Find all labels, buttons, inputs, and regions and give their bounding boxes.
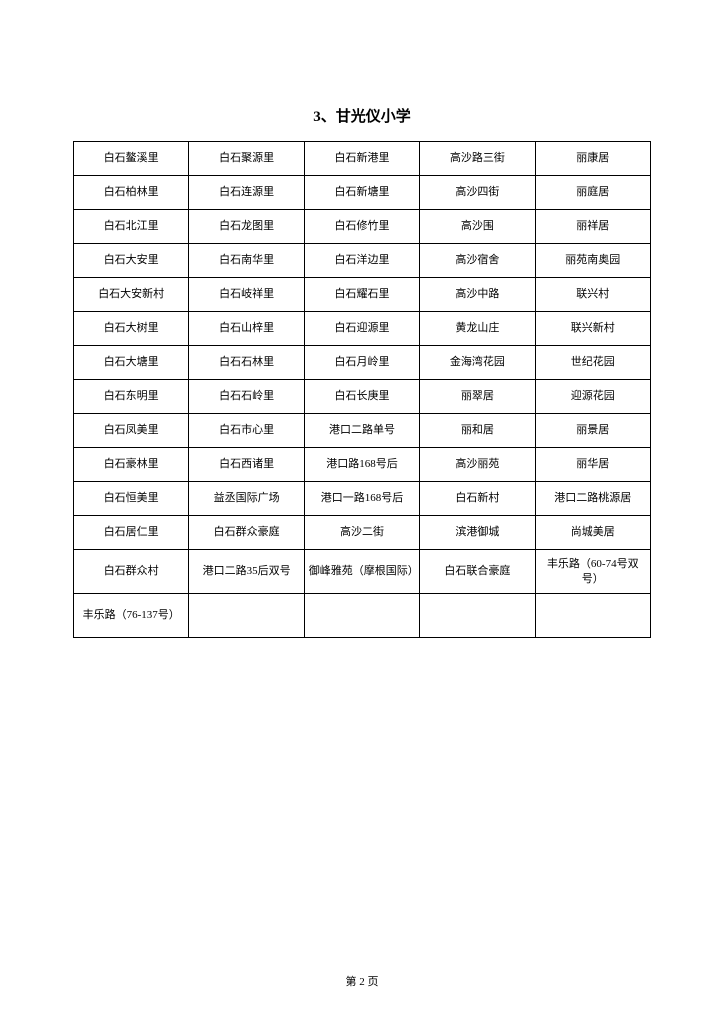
- table-cell: 白石石林里: [189, 346, 304, 380]
- table-cell: 白石洋边里: [304, 244, 419, 278]
- table-cell: 丽祥居: [535, 210, 650, 244]
- table-row: 白石大安里 白石南华里 白石洋边里 高沙宿舍 丽苑南奥园: [74, 244, 651, 278]
- table-cell: 白石新塘里: [304, 176, 419, 210]
- table-cell: 白石月岭里: [304, 346, 419, 380]
- table-cell: 白石群众豪庭: [189, 516, 304, 550]
- table-row: 白石柏林里 白石连源里 白石新塘里 高沙四街 丽庭居: [74, 176, 651, 210]
- table-cell: [535, 594, 650, 638]
- table-cell: 白石龙图里: [189, 210, 304, 244]
- table-row: 白石恒美里 益丞国际广场 港口一路168号后 白石新村 港口二路桃源居: [74, 482, 651, 516]
- table-cell: 白石市心里: [189, 414, 304, 448]
- table-cell: 丰乐路（76-137号）: [74, 594, 189, 638]
- table-cell: 丽华居: [535, 448, 650, 482]
- table-row: 白石东明里 白石石岭里 白石长庚里 丽翠居 迎源花园: [74, 380, 651, 414]
- table-cell: 丽苑南奥园: [535, 244, 650, 278]
- table-cell: 金海湾花园: [420, 346, 535, 380]
- table-cell: 白石石岭里: [189, 380, 304, 414]
- table-cell: 高沙中路: [420, 278, 535, 312]
- table-cell: [420, 594, 535, 638]
- table-cell: 高沙丽苑: [420, 448, 535, 482]
- table-cell: 高沙宿舍: [420, 244, 535, 278]
- table-row: 白石凤美里 白石市心里 港口二路单号 丽和居 丽景居: [74, 414, 651, 448]
- page-title: 3、甘光仪小学: [73, 105, 651, 126]
- table-cell: 滨港御城: [420, 516, 535, 550]
- table-cell: 白石聚源里: [189, 142, 304, 176]
- table-cell: [189, 594, 304, 638]
- table-cell: 白石柏林里: [74, 176, 189, 210]
- table-cell: 黄龙山庄: [420, 312, 535, 346]
- table-cell: 港口二路单号: [304, 414, 419, 448]
- table-cell: 白石岐祥里: [189, 278, 304, 312]
- table-row: 白石大树里 白石山梓里 白石迎源里 黄龙山庄 联兴新村: [74, 312, 651, 346]
- table-cell: 白石耀石里: [304, 278, 419, 312]
- table-cell: 丰乐路（60-74号双号）: [535, 550, 650, 594]
- table-cell: 白石修竹里: [304, 210, 419, 244]
- table-cell: 迎源花园: [535, 380, 650, 414]
- table-cell: 丽翠居: [420, 380, 535, 414]
- table-cell: 白石西诸里: [189, 448, 304, 482]
- table-cell: [304, 594, 419, 638]
- table-cell: 港口路168号后: [304, 448, 419, 482]
- table-cell: 丽和居: [420, 414, 535, 448]
- table-row: 白石大安新村 白石岐祥里 白石耀石里 高沙中路 联兴村: [74, 278, 651, 312]
- table-cell: 白石居仁里: [74, 516, 189, 550]
- table-cell: 白石鳌溪里: [74, 142, 189, 176]
- table-cell: 白石新村: [420, 482, 535, 516]
- table-row: 白石群众村 港口二路35后双号 御峰雅苑（摩根国际） 白石联合豪庭 丰乐路（60…: [74, 550, 651, 594]
- table-cell: 尚城美居: [535, 516, 650, 550]
- page-number: 第 2 页: [0, 973, 724, 989]
- table-cell: 港口一路168号后: [304, 482, 419, 516]
- table-cell: 白石长庚里: [304, 380, 419, 414]
- table-cell: 高沙四街: [420, 176, 535, 210]
- table-cell: 白石山梓里: [189, 312, 304, 346]
- table-row: 白石鳌溪里 白石聚源里 白石新港里 高沙路三街 丽康居: [74, 142, 651, 176]
- table-cell: 高沙二街: [304, 516, 419, 550]
- table-cell: 白石南华里: [189, 244, 304, 278]
- table-cell: 白石豪林里: [74, 448, 189, 482]
- table-cell: 白石群众村: [74, 550, 189, 594]
- table-cell: 白石东明里: [74, 380, 189, 414]
- table-cell: 丽庭居: [535, 176, 650, 210]
- table-cell: 高沙围: [420, 210, 535, 244]
- table-cell: 世纪花园: [535, 346, 650, 380]
- table-cell: 白石联合豪庭: [420, 550, 535, 594]
- table-cell: 丽景居: [535, 414, 650, 448]
- table-cell: 港口二路35后双号: [189, 550, 304, 594]
- table-cell: 御峰雅苑（摩根国际）: [304, 550, 419, 594]
- table-cell: 白石恒美里: [74, 482, 189, 516]
- table-row: 白石豪林里 白石西诸里 港口路168号后 高沙丽苑 丽华居: [74, 448, 651, 482]
- table-cell: 高沙路三街: [420, 142, 535, 176]
- table-cell: 白石凤美里: [74, 414, 189, 448]
- table-cell: 联兴新村: [535, 312, 650, 346]
- table-cell: 白石连源里: [189, 176, 304, 210]
- table-cell: 联兴村: [535, 278, 650, 312]
- table-cell: 白石大树里: [74, 312, 189, 346]
- table-row: 白石大塘里 白石石林里 白石月岭里 金海湾花园 世纪花园: [74, 346, 651, 380]
- table-cell: 白石迎源里: [304, 312, 419, 346]
- table-cell: 白石北江里: [74, 210, 189, 244]
- table-row: 白石北江里 白石龙图里 白石修竹里 高沙围 丽祥居: [74, 210, 651, 244]
- table-cell: 白石大塘里: [74, 346, 189, 380]
- table-row: 丰乐路（76-137号）: [74, 594, 651, 638]
- table-cell: 白石新港里: [304, 142, 419, 176]
- table-cell: 白石大安里: [74, 244, 189, 278]
- table-row: 白石居仁里 白石群众豪庭 高沙二街 滨港御城 尚城美居: [74, 516, 651, 550]
- data-table: 白石鳌溪里 白石聚源里 白石新港里 高沙路三街 丽康居 白石柏林里 白石连源里 …: [73, 141, 651, 638]
- table-cell: 白石大安新村: [74, 278, 189, 312]
- table-cell: 丽康居: [535, 142, 650, 176]
- table-body: 白石鳌溪里 白石聚源里 白石新港里 高沙路三街 丽康居 白石柏林里 白石连源里 …: [74, 142, 651, 638]
- table-cell: 益丞国际广场: [189, 482, 304, 516]
- table-cell: 港口二路桃源居: [535, 482, 650, 516]
